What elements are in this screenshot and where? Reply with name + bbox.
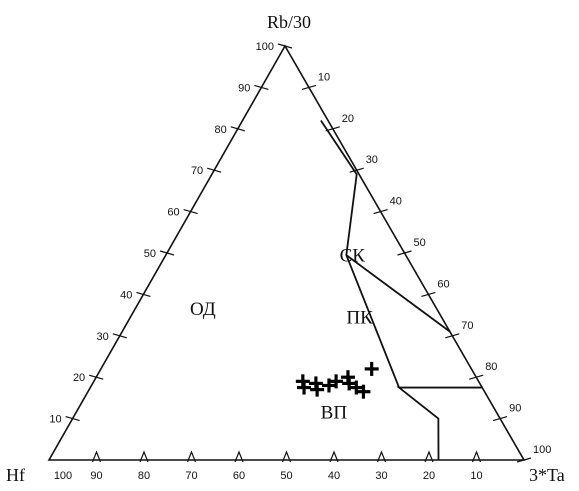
tick-bottom-70 bbox=[186, 450, 197, 463]
tick-label-bottom-100: 100 bbox=[54, 470, 72, 482]
sample-point bbox=[356, 384, 371, 399]
tick-label-right-20: 20 bbox=[342, 113, 354, 125]
tick-label-bottom-90: 90 bbox=[90, 470, 102, 482]
tick-left-90 bbox=[254, 84, 269, 90]
tick-label-right-90: 90 bbox=[509, 403, 521, 415]
tick-label-bottom-30: 30 bbox=[375, 470, 387, 482]
apex-label-hf: Hf bbox=[6, 465, 25, 485]
tick-label-left-90: 90 bbox=[238, 82, 250, 94]
tick-label-left-100: 100 bbox=[256, 41, 274, 53]
tick-right-50 bbox=[397, 250, 412, 256]
tick-bottom-50 bbox=[281, 450, 292, 463]
tick-left-50 bbox=[159, 250, 175, 256]
labels: ОД СК ПК ВП bbox=[190, 245, 373, 423]
tick-label-bottom-60: 60 bbox=[233, 470, 245, 482]
tick-label-left-70: 70 bbox=[191, 165, 203, 177]
tick-label-left-20: 20 bbox=[73, 372, 85, 384]
tick-left-100 bbox=[277, 43, 293, 49]
tick-bottom-60 bbox=[234, 450, 244, 463]
tick-left-20 bbox=[89, 374, 104, 380]
tick-right-10 bbox=[301, 84, 317, 90]
tick-left-70 bbox=[207, 167, 222, 173]
apex-label-rb: Rb/30 bbox=[267, 12, 311, 32]
sample-point bbox=[297, 380, 312, 395]
sample-point bbox=[310, 382, 325, 397]
tick-right-70 bbox=[445, 333, 460, 339]
field-boundary-line bbox=[345, 254, 451, 333]
tick-label-left-50: 50 bbox=[144, 248, 156, 260]
tick-right-80 bbox=[469, 374, 484, 380]
tick-label-bottom-20: 20 bbox=[423, 470, 435, 482]
field-boundaries bbox=[320, 120, 483, 461]
sample-point bbox=[364, 361, 379, 376]
field-boundary-line bbox=[320, 120, 400, 388]
region-label: СК bbox=[340, 245, 366, 266]
tick-left-30 bbox=[112, 333, 127, 339]
tick-right-30 bbox=[349, 167, 364, 173]
region-label: ОД bbox=[190, 299, 216, 320]
tick-label-bottom-70: 70 bbox=[185, 470, 197, 482]
tick-label-bottom-10: 10 bbox=[470, 470, 482, 482]
tick-left-40 bbox=[136, 291, 151, 297]
sample-point bbox=[321, 378, 336, 393]
tick-label-right-10: 10 bbox=[318, 71, 330, 83]
tick-label-right-40: 40 bbox=[390, 196, 402, 208]
tick-label-right-30: 30 bbox=[366, 154, 378, 166]
tick-bottom-20 bbox=[424, 450, 434, 463]
triangle-frame bbox=[47, 44, 526, 461]
tick-right-90 bbox=[492, 416, 508, 422]
sample-points bbox=[295, 361, 379, 399]
tick-bottom-90 bbox=[91, 450, 102, 463]
tick-label-bottom-80: 80 bbox=[138, 470, 150, 482]
field-boundary-line bbox=[396, 386, 483, 461]
tick-label-right-70: 70 bbox=[461, 320, 473, 332]
tick-label-right-80: 80 bbox=[485, 361, 497, 373]
sample-point bbox=[329, 374, 344, 389]
tick-right-100 bbox=[516, 457, 532, 463]
tick-label-right-60: 60 bbox=[437, 278, 449, 290]
sample-point bbox=[349, 380, 364, 395]
tick-bottom-30 bbox=[376, 450, 387, 463]
tick-label-left-40: 40 bbox=[120, 289, 132, 301]
tick-label-bottom-50: 50 bbox=[280, 470, 292, 482]
tick-right-60 bbox=[421, 291, 436, 297]
region-label: ПК bbox=[346, 307, 373, 328]
tick-right-40 bbox=[373, 209, 388, 215]
tick-marks: 100 90 80 70 60 50 40 30 20 10 10 20 30 40 50 60 70 80 90 1… bbox=[49, 41, 551, 482]
sample-point bbox=[342, 376, 357, 391]
tick-left-10 bbox=[65, 416, 80, 422]
tick-label-bottom-40: 40 bbox=[328, 470, 340, 482]
tick-bottom-10 bbox=[471, 450, 482, 463]
apex-label-ta: 3*Ta bbox=[529, 465, 565, 485]
tick-label-left-30: 30 bbox=[97, 331, 109, 343]
tick-left-60 bbox=[183, 209, 198, 215]
triangle-outline bbox=[47, 44, 526, 461]
tick-label-left-60: 60 bbox=[167, 207, 179, 219]
region-label: ВП bbox=[321, 403, 348, 424]
tick-bottom-40 bbox=[329, 450, 339, 463]
tick-label-left-80: 80 bbox=[215, 124, 227, 136]
tick-label-right-100: 100 bbox=[533, 444, 551, 456]
tick-left-80 bbox=[230, 126, 245, 132]
tick-bottom-80 bbox=[139, 450, 149, 463]
tick-label-right-50: 50 bbox=[414, 237, 426, 249]
tick-label-left-10: 10 bbox=[49, 414, 61, 426]
